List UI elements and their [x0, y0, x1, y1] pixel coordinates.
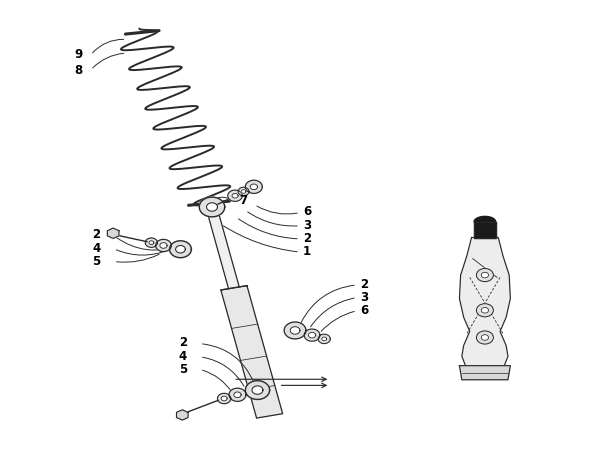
Polygon shape: [474, 222, 496, 238]
Circle shape: [476, 304, 493, 317]
Polygon shape: [245, 380, 270, 399]
Polygon shape: [207, 209, 239, 289]
Polygon shape: [176, 410, 188, 420]
Circle shape: [481, 307, 488, 313]
Text: 8: 8: [74, 64, 83, 77]
Polygon shape: [206, 203, 217, 211]
Text: 2: 2: [179, 336, 187, 350]
Text: 6: 6: [303, 205, 312, 218]
Polygon shape: [145, 238, 157, 247]
Polygon shape: [232, 193, 238, 198]
Text: 7: 7: [239, 194, 247, 207]
Text: 4: 4: [92, 242, 101, 255]
Text: 9: 9: [74, 48, 83, 61]
Polygon shape: [250, 184, 258, 190]
Text: 4: 4: [179, 350, 187, 362]
Text: 3: 3: [360, 291, 368, 304]
Polygon shape: [460, 366, 510, 380]
Polygon shape: [149, 241, 154, 245]
Polygon shape: [318, 334, 330, 343]
Circle shape: [476, 331, 493, 344]
Text: 5: 5: [179, 363, 187, 376]
Polygon shape: [290, 327, 300, 334]
Polygon shape: [221, 396, 227, 401]
Polygon shape: [229, 388, 246, 401]
Polygon shape: [200, 197, 225, 217]
Polygon shape: [155, 239, 171, 252]
Polygon shape: [252, 386, 263, 394]
Text: 2: 2: [360, 278, 368, 291]
Text: 5: 5: [92, 255, 101, 268]
Polygon shape: [284, 322, 306, 339]
Polygon shape: [228, 190, 242, 201]
Polygon shape: [107, 228, 119, 238]
Circle shape: [476, 268, 493, 282]
Polygon shape: [170, 241, 192, 257]
Polygon shape: [160, 243, 167, 248]
Polygon shape: [322, 337, 327, 341]
Polygon shape: [245, 180, 263, 193]
Text: 3: 3: [303, 218, 311, 232]
Text: 1: 1: [303, 245, 311, 258]
Polygon shape: [176, 246, 185, 253]
Text: 2: 2: [92, 228, 100, 241]
Circle shape: [481, 272, 488, 278]
Polygon shape: [234, 392, 241, 398]
Polygon shape: [217, 393, 231, 404]
Polygon shape: [221, 285, 283, 418]
Polygon shape: [460, 238, 510, 366]
Circle shape: [481, 335, 488, 340]
Polygon shape: [308, 332, 316, 338]
Polygon shape: [304, 329, 320, 341]
Text: 2: 2: [303, 232, 311, 245]
Polygon shape: [474, 217, 496, 222]
Text: 6: 6: [360, 304, 369, 317]
Polygon shape: [238, 187, 249, 196]
Polygon shape: [241, 190, 246, 193]
